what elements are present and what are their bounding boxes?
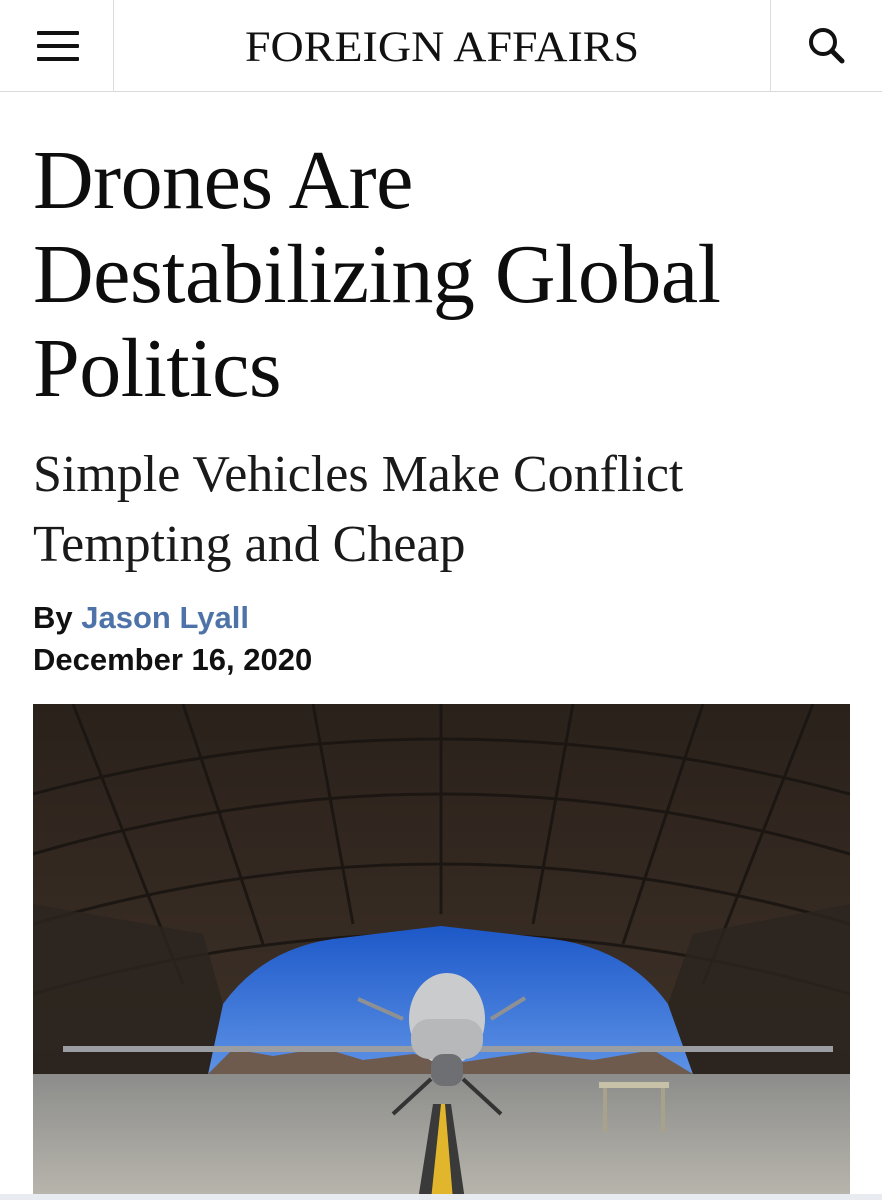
hero-image: [33, 704, 850, 1200]
article-title: Drones Are Destabilizing Global Politics: [33, 134, 721, 415]
site-logo[interactable]: Foreign Affairs: [244, 21, 640, 71]
search-icon: [809, 28, 845, 64]
byline-prefix: By: [33, 600, 73, 635]
top-navigation-bar: Foreign Affairs: [0, 0, 882, 92]
menu-button[interactable]: [0, 0, 114, 92]
publish-date: December 16, 2020: [33, 642, 313, 677]
article-byline: By Jason Lyall: [33, 600, 249, 636]
article-subtitle: Simple Vehicles Make Conflict Tempting a…: [33, 446, 684, 573]
search-button[interactable]: [770, 0, 882, 92]
drone-in-hangar-illustration: [33, 704, 850, 1200]
page-bottom-edge: [0, 1194, 882, 1200]
author-link[interactable]: Jason Lyall: [81, 600, 249, 635]
